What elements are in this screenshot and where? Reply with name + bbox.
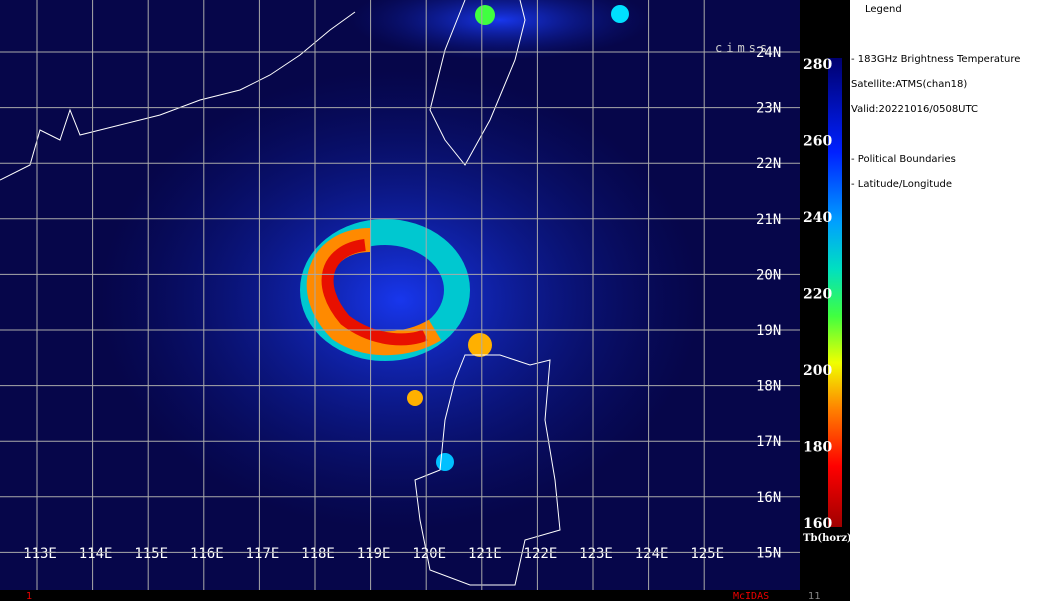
legend-line: Satellite:ATMS(chan18) xyxy=(851,79,967,90)
footer-right: 11 xyxy=(808,591,821,601)
lon-label: 113E xyxy=(23,546,57,562)
lat-label: 23N xyxy=(756,101,781,117)
colorbar-label: Tb(horz) xyxy=(803,533,852,544)
colorbar-tick-label: 260 xyxy=(803,134,832,150)
lat-label: 21N xyxy=(756,212,781,228)
colorbar-tick-label: 280 xyxy=(803,57,832,73)
colorbar-tick-label: 160 xyxy=(803,516,832,532)
lat-label: 19N xyxy=(756,323,781,339)
colorbar-tick-label: 220 xyxy=(803,287,832,303)
lat-label: 16N xyxy=(756,490,781,506)
lon-label: 118E xyxy=(301,546,335,562)
lat-label: 15N xyxy=(756,545,781,561)
lon-label: 122E xyxy=(524,546,558,562)
lon-label: 123E xyxy=(579,546,613,562)
lon-label: 117E xyxy=(246,546,280,562)
lat-label: 20N xyxy=(756,267,781,283)
coastlines xyxy=(0,0,561,586)
colorbar-tick-label: 240 xyxy=(803,210,832,226)
imagery xyxy=(100,0,700,530)
colorbar xyxy=(828,58,842,527)
lon-label: 124E xyxy=(635,546,669,562)
lon-label: 116E xyxy=(190,546,224,562)
footer-left: 1 xyxy=(26,591,32,601)
lat-label: 18N xyxy=(756,379,781,395)
footer-center: McIDAS xyxy=(733,591,769,601)
lat-label: 24N xyxy=(756,45,781,61)
footer xyxy=(0,590,850,601)
logo: cimss xyxy=(715,41,771,55)
legend-line: - 183GHz Brightness Temperature xyxy=(851,54,1020,65)
colorbar-tick-label: 180 xyxy=(803,440,832,456)
lat-label: 17N xyxy=(756,434,781,450)
lon-label: 115E xyxy=(134,546,168,562)
legend-line: - Political Boundaries xyxy=(851,154,956,165)
lat-label: 22N xyxy=(756,156,781,172)
legend-line: - Latitude/Longitude xyxy=(851,179,952,190)
legend-line: Valid:20221016/0508UTC xyxy=(851,104,978,115)
legend-panel xyxy=(850,0,1052,601)
lon-label: 120E xyxy=(412,546,446,562)
lon-label: 114E xyxy=(79,546,113,562)
graticule: 113E 114E 115E 116E 117E 118E 119E 120E 121E 122E… xyxy=(0,0,800,590)
legend-lines: - 183GHz Brightness Temperature Satellite… xyxy=(851,54,1020,190)
colorbar-ticks: 280 260 240 220 200 180 160 xyxy=(803,57,832,532)
lon-label: 119E xyxy=(357,546,391,562)
colorbar-tick-label: 200 xyxy=(803,363,832,379)
legend-title: Legend xyxy=(865,4,902,15)
lon-label: 121E xyxy=(468,546,502,562)
lon-label: 125E xyxy=(690,546,724,562)
